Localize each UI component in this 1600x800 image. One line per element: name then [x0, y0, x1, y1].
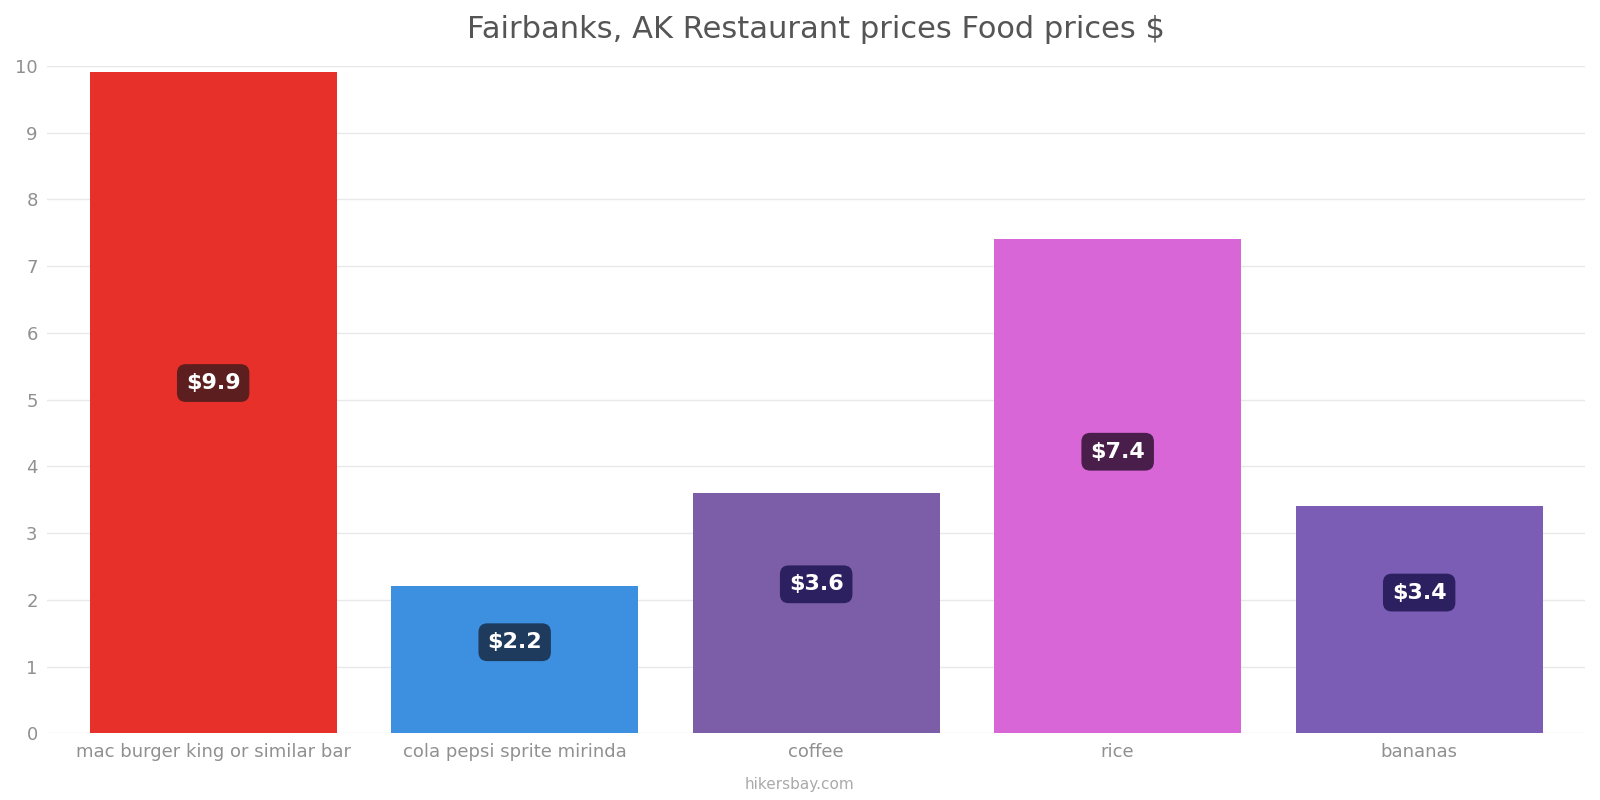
- Bar: [1296, 506, 1542, 734]
- Bar: [90, 73, 336, 734]
- Title: Fairbanks, AK Restaurant prices Food prices $: Fairbanks, AK Restaurant prices Food pri…: [467, 15, 1165, 44]
- Text: $2.2: $2.2: [488, 632, 542, 652]
- Text: $9.9: $9.9: [186, 373, 240, 393]
- Text: $3.6: $3.6: [789, 574, 843, 594]
- Bar: [994, 239, 1242, 734]
- Bar: [390, 586, 638, 734]
- Bar: [693, 493, 939, 734]
- Text: $3.4: $3.4: [1392, 582, 1446, 602]
- Text: hikersbay.com: hikersbay.com: [746, 777, 854, 792]
- Text: $7.4: $7.4: [1090, 442, 1146, 462]
